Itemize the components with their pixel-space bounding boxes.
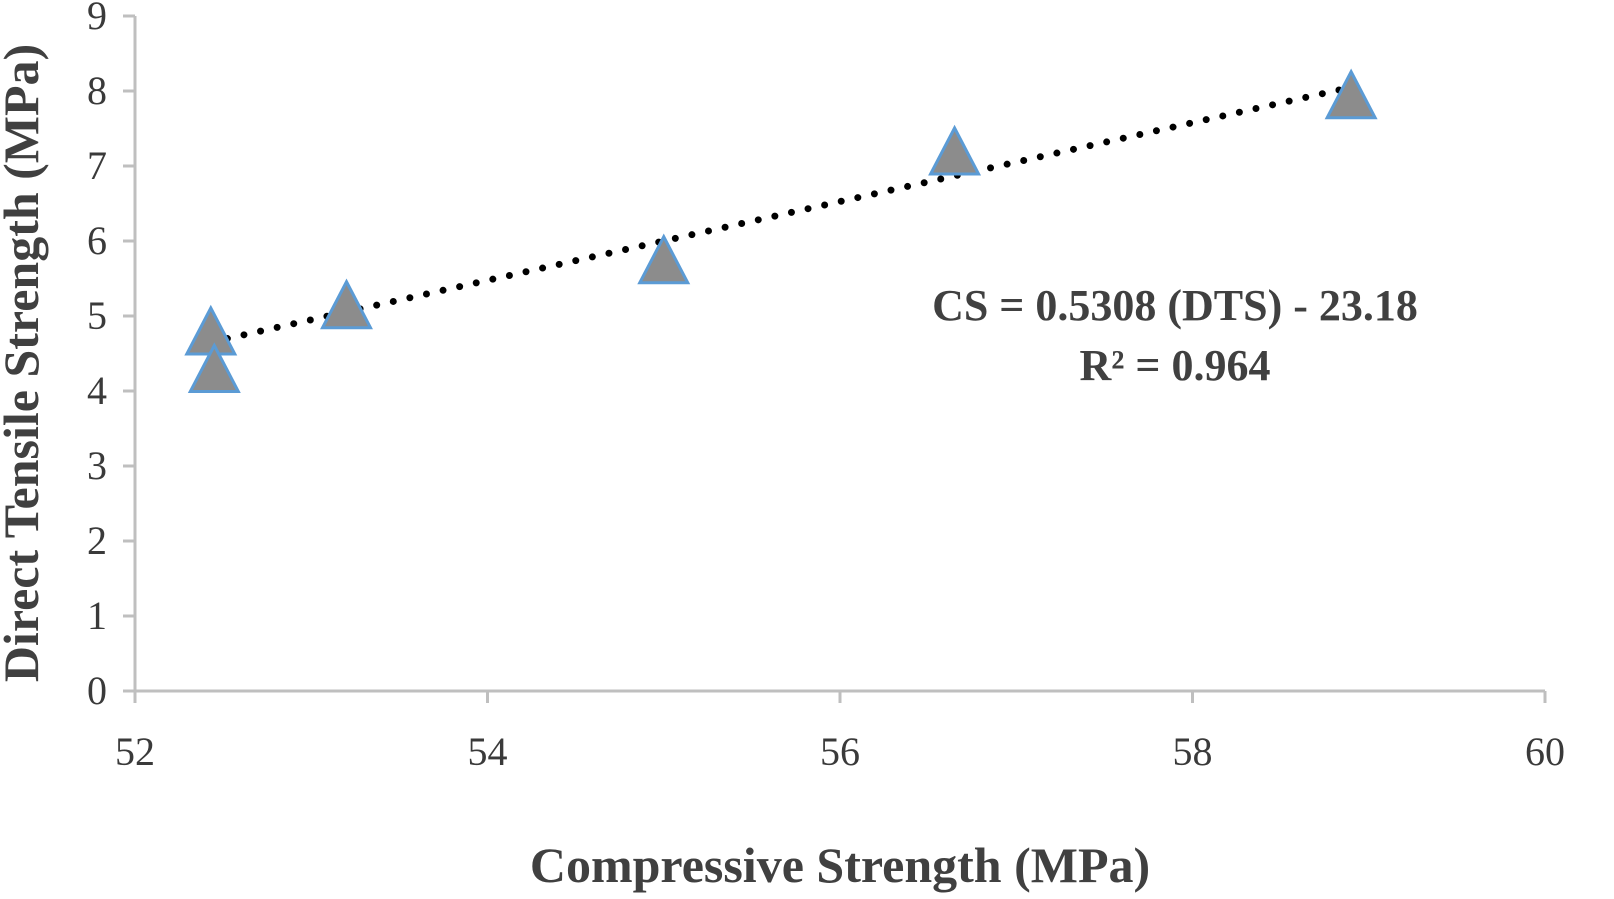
data-point-triangle <box>184 304 238 356</box>
data-point-triangle <box>928 124 982 176</box>
x-tick-label: 52 <box>115 729 155 774</box>
axes <box>123 14 1547 703</box>
x-axis-title: Compressive Strength (MPa) <box>530 837 1150 893</box>
y-tick-label: 2 <box>87 518 107 563</box>
x-tick-label: 56 <box>820 729 860 774</box>
x-tick-label: 60 <box>1525 729 1565 774</box>
equation-annotation: CS = 0.5308 (DTS) - 23.18 <box>932 281 1418 330</box>
x-tick-label: 54 <box>468 729 508 774</box>
y-tick-label: 4 <box>87 368 107 413</box>
y-tick-label: 1 <box>87 593 107 638</box>
data-points <box>184 68 1378 393</box>
y-tick-label: 9 <box>87 0 107 38</box>
data-point-triangle <box>187 342 241 393</box>
y-tick-label: 6 <box>87 218 107 263</box>
y-tick-label: 5 <box>87 293 107 338</box>
y-tick-label: 3 <box>87 443 107 488</box>
r-squared-annotation: R² = 0.964 <box>1079 341 1270 390</box>
y-tick-label: 8 <box>87 68 107 113</box>
x-tick-label: 58 <box>1173 729 1213 774</box>
y-axis-title: Direct Tensile Strength (MPa) <box>0 44 49 682</box>
data-point-triangle <box>320 278 373 330</box>
y-tick-label: 7 <box>87 143 107 188</box>
data-point-triangle <box>637 233 691 285</box>
y-tick-label: 0 <box>87 668 107 713</box>
data-point-triangle <box>1324 68 1378 120</box>
